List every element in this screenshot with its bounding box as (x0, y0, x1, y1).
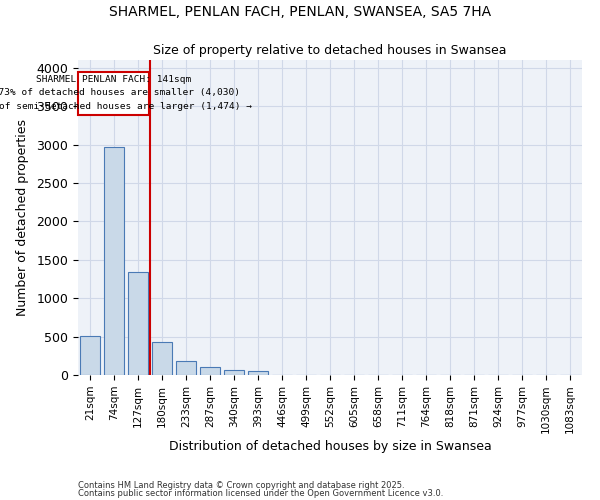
Bar (104, 147, 124, 375)
Text: 27% of semi-detached houses are larger (1,474) →: 27% of semi-detached houses are larger (… (0, 102, 251, 111)
Y-axis label: Number of detached properties: Number of detached properties (16, 119, 29, 316)
Title: Size of property relative to detached houses in Swansea: Size of property relative to detached ho… (153, 44, 507, 58)
Text: SHARMEL, PENLAN FACH, PENLAN, SWANSEA, SA5 7HA: SHARMEL, PENLAN FACH, PENLAN, SWANSEA, S… (109, 5, 491, 19)
Bar (200, 368, 220, 375)
X-axis label: Distribution of detached houses by size in Swansea: Distribution of detached houses by size … (169, 440, 491, 454)
FancyBboxPatch shape (79, 72, 149, 116)
Bar (176, 361, 196, 375)
Bar (80, 336, 100, 375)
Text: Contains HM Land Registry data © Crown copyright and database right 2025.: Contains HM Land Registry data © Crown c… (78, 481, 404, 490)
Bar (248, 371, 268, 375)
Bar (128, 272, 148, 375)
Text: ← 73% of detached houses are smaller (4,030): ← 73% of detached houses are smaller (4,… (0, 88, 240, 98)
Text: SHARMEL PENLAN FACH: 141sqm: SHARMEL PENLAN FACH: 141sqm (36, 74, 191, 84)
Text: Contains public sector information licensed under the Open Government Licence v3: Contains public sector information licen… (78, 488, 443, 498)
Bar (224, 370, 244, 375)
Bar (152, 342, 172, 375)
